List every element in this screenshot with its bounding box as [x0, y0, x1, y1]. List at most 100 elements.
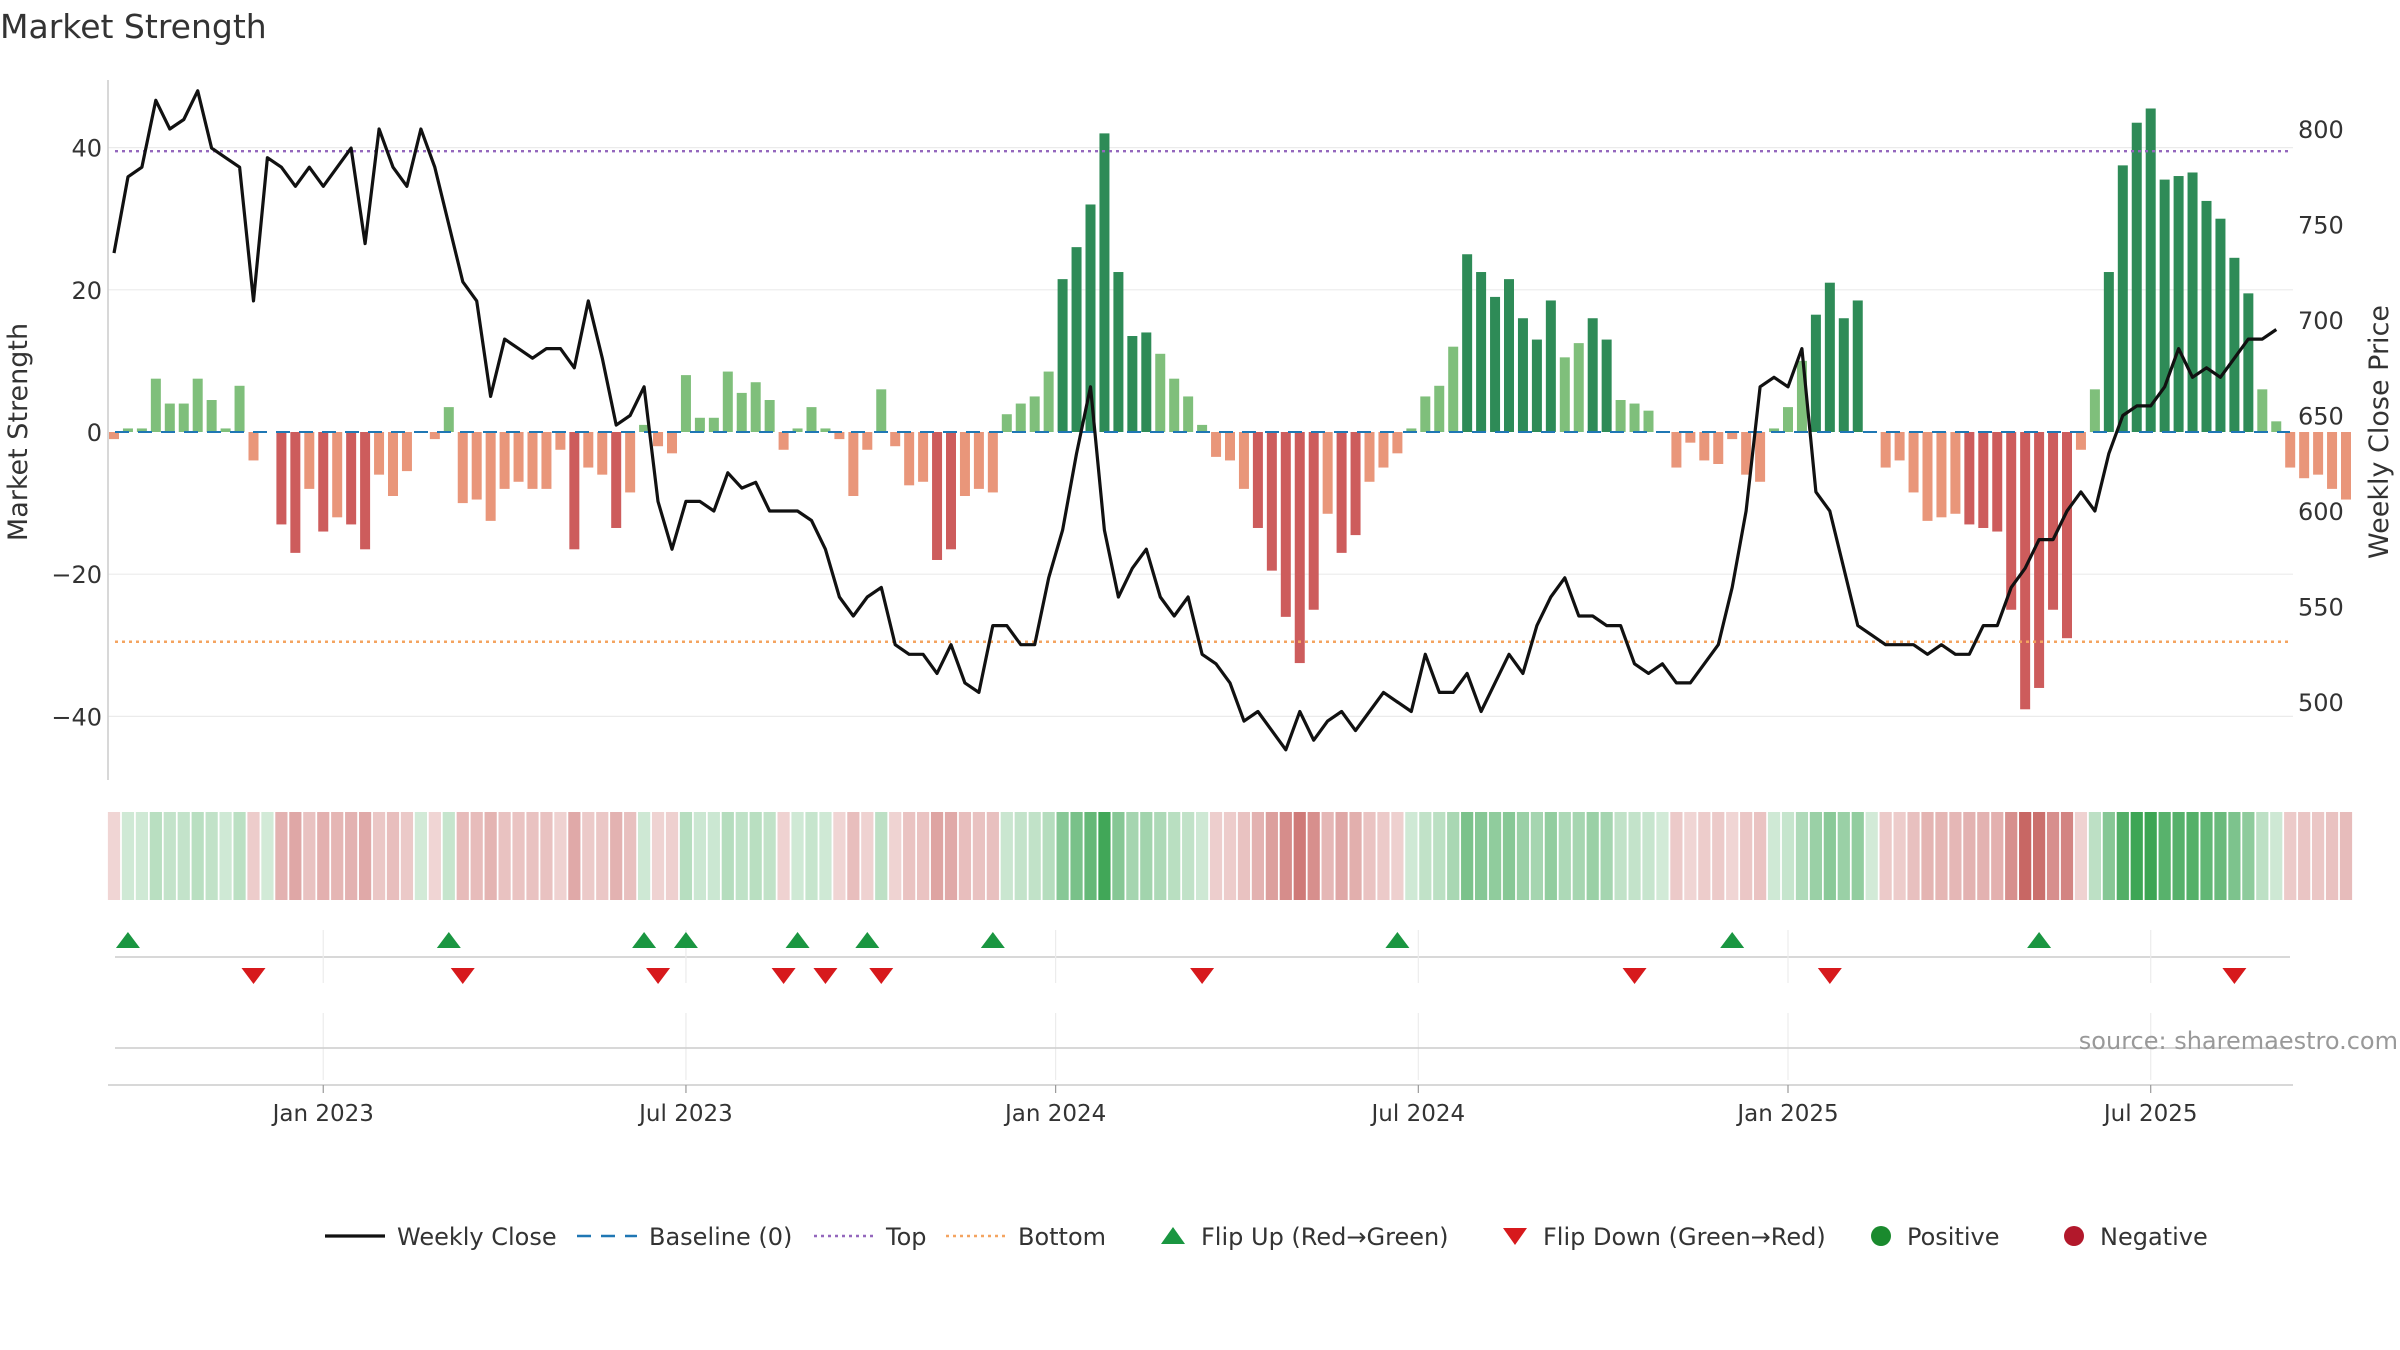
heat-cell — [1223, 812, 1237, 900]
heat-cell — [317, 812, 330, 900]
strength-bar — [569, 432, 580, 550]
strength-bar — [178, 403, 189, 432]
heat-cell — [986, 812, 999, 900]
strength-bar — [1504, 279, 1514, 432]
strength-heat-strip — [107, 812, 2353, 900]
heat-cell — [1126, 812, 1139, 900]
strength-bar — [346, 432, 357, 525]
strength-bar — [1462, 254, 1473, 432]
strength-bar — [1099, 133, 1110, 432]
strength-bar — [2299, 432, 2310, 479]
flip-down-marker — [869, 968, 894, 984]
heat-cell — [1293, 812, 1306, 900]
strength-bar — [1420, 396, 1431, 432]
strength-bar — [499, 432, 510, 489]
heat-cell — [1488, 812, 1502, 900]
flip-up-marker — [115, 932, 140, 948]
heat-cell — [219, 812, 232, 900]
heat-cell — [2005, 812, 2018, 900]
heat-cell — [917, 812, 930, 900]
flip-down-marker — [241, 968, 266, 984]
heat-cell — [958, 812, 972, 900]
x-tick-label: Jan 2024 — [1003, 1101, 1106, 1127]
flip-down-marker — [771, 968, 796, 984]
heat-cell — [2074, 812, 2088, 900]
heat-cell — [1335, 812, 1348, 900]
heat-cell — [1447, 812, 1460, 900]
heat-cell — [261, 812, 274, 900]
heat-cell — [1154, 812, 1167, 900]
heat-cell — [2116, 812, 2129, 900]
strength-bar — [555, 432, 566, 450]
heat-cell — [1209, 812, 1223, 900]
y-tick-right: 650 — [2298, 403, 2344, 431]
heat-cell — [1823, 812, 1836, 900]
strength-bar — [2327, 432, 2338, 489]
heat-cell — [470, 812, 483, 900]
heat-cell — [2200, 812, 2213, 900]
heat-cell — [833, 812, 846, 900]
strength-bar — [2271, 421, 2282, 432]
x-tick-label: Jul 2023 — [637, 1101, 733, 1127]
strength-bar — [597, 432, 608, 475]
heat-cell — [1781, 812, 1795, 900]
bottom-gridlines — [322, 1013, 2152, 1080]
strength-bar — [206, 400, 217, 432]
heat-cell — [275, 812, 288, 900]
strength-bar — [1336, 432, 1347, 553]
strength-bar — [667, 432, 677, 454]
heat-cell — [1461, 812, 1474, 900]
heat-cell — [679, 812, 693, 900]
heat-cell — [1349, 812, 1362, 900]
heat-cell — [1265, 812, 1278, 900]
heat-cell — [1014, 812, 1027, 900]
legend-item: Flip Down (Green→Red) — [1503, 1223, 1826, 1251]
heat-cell — [2060, 812, 2074, 900]
heat-cell — [233, 812, 246, 900]
strength-bar — [653, 432, 664, 447]
heat-cell — [1767, 812, 1781, 900]
strength-bar — [527, 432, 538, 489]
y-tick-right: 700 — [2298, 307, 2344, 335]
strength-bar — [1113, 272, 1124, 432]
strength-bar — [1559, 357, 1570, 432]
heat-cell — [1628, 812, 1641, 900]
heat-cell — [2228, 812, 2241, 900]
heat-cell — [1279, 812, 1292, 900]
heat-cell — [1377, 812, 1390, 900]
heat-cell — [372, 812, 386, 900]
heat-cell — [777, 812, 790, 900]
strength-bar — [2006, 432, 2017, 610]
y-tick-left: 40 — [71, 135, 102, 163]
strength-bar — [1838, 318, 1849, 432]
x-tick-label: Jul 2025 — [2102, 1101, 2198, 1127]
heat-cell — [2312, 812, 2325, 900]
heat-cell — [707, 812, 720, 900]
strength-bar — [1936, 432, 1947, 518]
legend-label: Bottom — [1018, 1223, 1106, 1251]
heat-cell — [121, 812, 135, 900]
heat-cell — [1837, 812, 1850, 900]
heat-cell — [386, 812, 400, 900]
heat-cell — [582, 812, 595, 900]
legend-label: Top — [885, 1223, 927, 1251]
strength-bar — [1448, 346, 1459, 432]
legend-item: Positive — [1871, 1223, 2000, 1251]
heat-cell — [1558, 812, 1571, 900]
strength-bar — [764, 400, 775, 432]
strength-bar — [1573, 343, 1584, 432]
strength-bar — [1071, 247, 1082, 432]
heat-cell — [177, 812, 190, 900]
heat-cell — [1098, 812, 1111, 900]
heat-cell — [1572, 812, 1585, 900]
heat-cell — [791, 812, 804, 900]
heat-cell — [721, 812, 734, 900]
right-axis-ticks: 800 750 700 650 600 550 500 — [2298, 116, 2344, 717]
strength-bar — [1685, 432, 1696, 443]
strength-bar — [1211, 432, 1222, 457]
strength-bar — [541, 432, 552, 489]
strength-bar — [1434, 385, 1445, 432]
heat-cell — [2088, 812, 2101, 900]
strength-bar — [1531, 339, 1542, 432]
strength-bar — [304, 432, 315, 489]
